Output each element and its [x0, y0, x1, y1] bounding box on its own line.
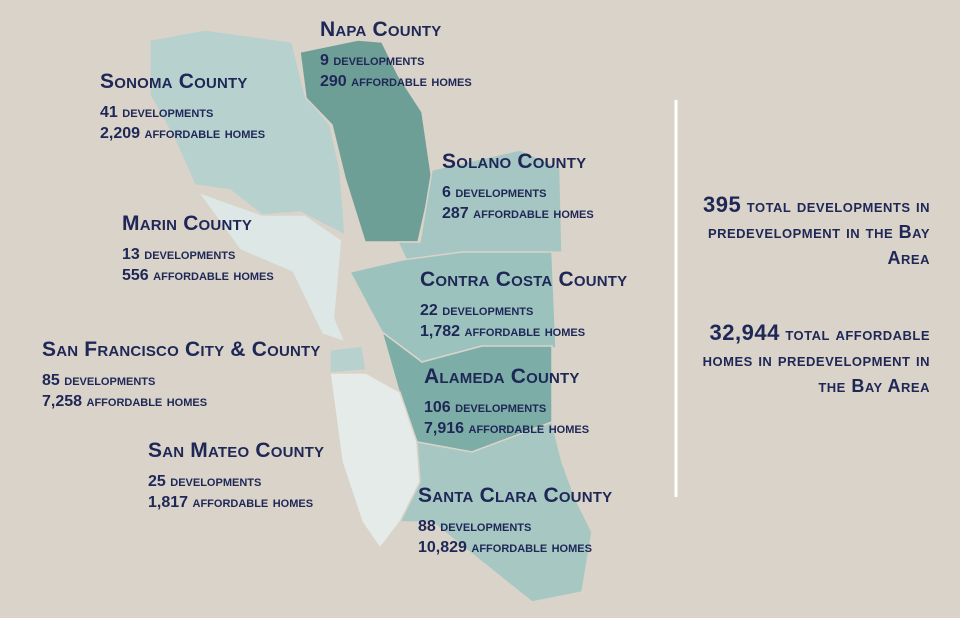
san-francisco-shape — [329, 345, 367, 374]
stat-label: developments — [122, 104, 214, 121]
county-name: Sonoma County — [100, 70, 248, 93]
santa-clara-shape — [398, 421, 593, 603]
stat-label: developments — [144, 246, 236, 263]
stat-number: 7,258 — [42, 393, 83, 410]
stat-number: 2,209 — [100, 125, 141, 142]
county-stat: 13 developments — [122, 244, 274, 265]
stat-label: developments — [64, 372, 156, 389]
stat-number: 25 — [148, 473, 166, 490]
county-stat: 88 developments — [418, 516, 612, 537]
stat-label: affordable homes — [144, 125, 266, 142]
stat-label: developments — [455, 399, 547, 416]
stat-label: affordable homes — [351, 73, 472, 90]
county-stat: 7,258 affordable homes — [42, 391, 321, 412]
county-name: Contra Costa County — [420, 268, 628, 291]
summary-homes: 32,944 total affordable homes in predeve… — [690, 320, 930, 399]
county-name: Alameda County — [424, 365, 580, 388]
stat-number: 85 — [42, 372, 60, 389]
stat-number: 290 — [320, 73, 347, 90]
county-stat: 85 developments — [42, 370, 321, 391]
stat-number: 1,782 — [420, 323, 461, 340]
county-label: Sonoma County 41 developments 2,209 afford… — [100, 70, 265, 144]
stat-label: affordable homes — [464, 323, 586, 340]
county-label: Napa County 9 developments 290 affordable … — [320, 18, 472, 92]
county-stat: 9 developments — [320, 50, 472, 71]
stat-number: 7,916 — [424, 420, 465, 437]
stat-number: 13 — [122, 246, 140, 263]
stat-label: affordable homes — [86, 393, 208, 410]
stat-label: affordable homes — [471, 539, 592, 556]
county-stat: 556 affordable homes — [122, 265, 274, 286]
county-stat: 41 developments — [100, 102, 265, 123]
stat-number: 287 — [442, 205, 469, 222]
county-label: Contra Costa County 22 developments 1,782 … — [420, 268, 627, 342]
summary-developments: 395 total developments in predevelopment… — [690, 192, 930, 271]
stat-number: 41 — [100, 104, 118, 121]
stat-number: 9 — [320, 52, 329, 69]
county-label: San Mateo County 25 developments 1,817 aff… — [148, 439, 324, 513]
stat-label: developments — [333, 52, 425, 69]
county-name: Marin County — [122, 212, 253, 235]
summary-text: total developments in predevelopment in … — [707, 196, 930, 268]
county-stat: 2,209 affordable homes — [100, 123, 265, 144]
summary-text: total affordable homes in predevelopment… — [702, 324, 930, 396]
stat-number: 22 — [420, 302, 438, 319]
county-stat: 22 developments — [420, 300, 627, 321]
county-label: San Francisco City & County 85 developmen… — [42, 338, 321, 412]
county-name: Santa Clara County — [418, 484, 613, 507]
stat-label: affordable homes — [473, 205, 594, 222]
county-stat: 25 developments — [148, 471, 324, 492]
summary-number: 32,944 — [709, 320, 780, 345]
summary-number: 395 — [703, 192, 742, 217]
county-label: Santa Clara County 88 developments 10,829 … — [418, 484, 612, 558]
stat-label: developments — [440, 518, 532, 535]
stat-number: 6 — [442, 184, 451, 201]
stat-label: developments — [170, 473, 262, 490]
stat-number: 556 — [122, 267, 149, 284]
stat-label: affordable homes — [153, 267, 274, 284]
county-stat: 10,829 affordable homes — [418, 537, 612, 558]
county-stat: 290 affordable homes — [320, 71, 472, 92]
county-label: Marin County 13 developments 556 affordabl… — [122, 212, 274, 286]
stat-number: 106 — [424, 399, 451, 416]
stat-number: 10,829 — [418, 539, 467, 556]
stat-label: developments — [442, 302, 534, 319]
county-stat: 1,782 affordable homes — [420, 321, 627, 342]
county-stat: 1,817 affordable homes — [148, 492, 324, 513]
county-name: San Francisco City & County — [42, 338, 321, 361]
county-label: Solano County 6 developments 287 affordabl… — [442, 150, 594, 224]
county-name: Solano County — [442, 150, 587, 173]
county-stat: 6 developments — [442, 182, 594, 203]
stat-number: 1,817 — [148, 494, 189, 511]
county-name: San Mateo County — [148, 439, 325, 462]
marin-shape — [195, 190, 347, 344]
county-label: Alameda County 106 developments 7,916 affo… — [424, 365, 589, 439]
county-stat: 7,916 affordable homes — [424, 418, 589, 439]
sonoma-shape — [149, 29, 346, 237]
stat-number: 88 — [418, 518, 436, 535]
county-name: Napa County — [320, 18, 442, 41]
stat-label: developments — [455, 184, 547, 201]
stat-label: affordable homes — [192, 494, 314, 511]
county-stat: 106 developments — [424, 397, 589, 418]
county-stat: 287 affordable homes — [442, 203, 594, 224]
stat-label: affordable homes — [468, 420, 590, 437]
